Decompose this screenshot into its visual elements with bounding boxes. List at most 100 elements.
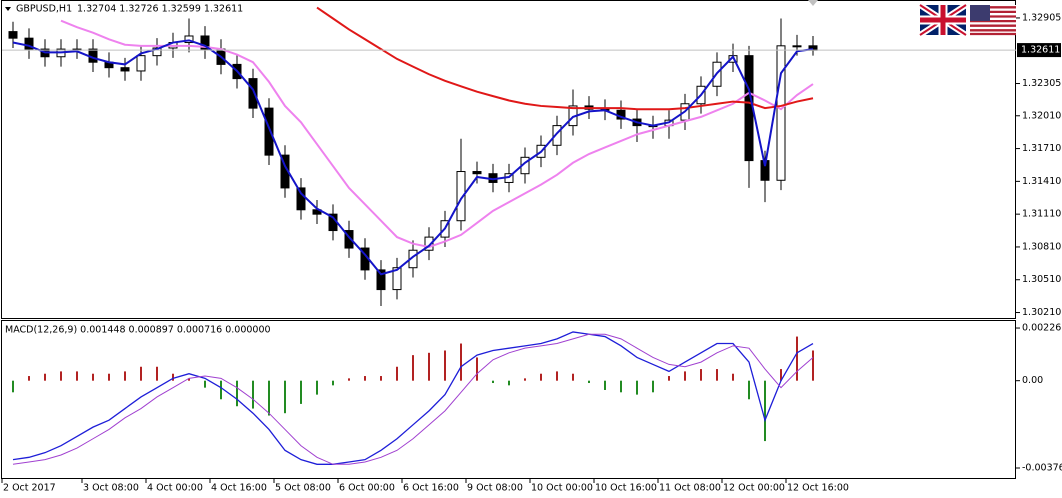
histogram-bar <box>348 378 350 381</box>
x-tick-label: 4 Oct 00:00 <box>147 483 203 494</box>
candle-body <box>424 236 434 251</box>
histogram-bar <box>28 376 30 381</box>
histogram-bar <box>76 371 78 381</box>
histogram-bar <box>636 380 638 395</box>
histogram-bar <box>588 380 590 384</box>
candle-body <box>24 37 34 50</box>
x-tick-label: 12 Oct 16:00 <box>787 483 849 494</box>
indicator-title: MACD(12,26,9) 0.001448 0.000897 0.000716… <box>5 325 271 336</box>
histogram-bar <box>332 380 334 386</box>
macd-pane <box>1 320 1016 479</box>
histogram-bar <box>204 380 206 388</box>
y-tick-label: 1.30510 <box>1022 274 1061 285</box>
histogram-bar <box>716 369 718 381</box>
histogram-bar <box>380 376 382 381</box>
y-tick-label: 1.31410 <box>1022 176 1061 187</box>
histogram-bar <box>508 380 510 386</box>
y-tick-label: 0.00 <box>1022 375 1043 386</box>
x-tick-label: 10 Oct 16:00 <box>595 483 657 494</box>
indicator-line <box>60 19 814 248</box>
quote: 1.32704 1.32726 1.32599 1.32611 <box>77 4 243 15</box>
symbol: GBPUSD,H1 <box>16 4 72 15</box>
y-tick-label: -0.00376 <box>1022 463 1062 474</box>
candle-body <box>744 55 754 162</box>
histogram-bar <box>460 343 462 381</box>
histogram-bar <box>700 369 702 381</box>
candle-body <box>200 35 210 50</box>
histogram-bar <box>284 380 286 414</box>
current-price-box <box>1017 43 1061 58</box>
histogram-bar <box>428 352 430 381</box>
histogram-bar <box>156 366 158 381</box>
candle-body <box>472 171 482 175</box>
histogram-bar <box>60 371 62 381</box>
histogram-bar <box>44 373 46 381</box>
y-tick-label: 1.31110 <box>1022 209 1061 220</box>
candle-body <box>248 78 258 109</box>
histogram-bar <box>220 380 222 400</box>
histogram-bar <box>524 378 526 381</box>
candle-body <box>792 45 802 48</box>
x-tick-label: 11 Oct 08:00 <box>659 483 721 494</box>
y-tick-label: 1.30210 <box>1022 307 1061 318</box>
x-tick-label: 4 Oct 16:00 <box>211 483 267 494</box>
histogram-bar <box>364 376 366 381</box>
histogram-bar <box>780 369 782 381</box>
x-tick-label: 6 Oct 00:00 <box>339 483 395 494</box>
histogram-bar <box>748 380 750 400</box>
candle-body <box>8 31 18 39</box>
histogram-bar <box>684 371 686 381</box>
y-tick-label: 1.30810 <box>1022 241 1061 252</box>
indicator-line <box>12 39 814 276</box>
histogram-bar <box>108 373 110 381</box>
histogram-bar <box>444 350 446 381</box>
histogram-bar <box>572 373 574 381</box>
y-tick-label: 0.002267 <box>1022 323 1062 334</box>
y-tick-label: 1.32305 <box>1022 78 1061 89</box>
candle-body <box>456 171 466 222</box>
histogram-bar <box>172 373 174 381</box>
histogram-bar <box>668 376 670 381</box>
histogram-bar <box>188 378 190 381</box>
histogram-bar <box>492 380 494 384</box>
candle-body <box>552 125 562 146</box>
candle-body <box>136 55 146 72</box>
histogram-bar <box>652 380 654 393</box>
candle-body <box>344 230 354 249</box>
histogram-bar <box>252 380 254 409</box>
histogram-bar <box>476 357 478 381</box>
histogram-bar <box>140 366 142 381</box>
menu-arrow[interactable] <box>5 7 11 11</box>
histogram-bar <box>268 380 270 416</box>
histogram-bar <box>316 380 318 395</box>
x-tick-label: 12 Oct 00:00 <box>723 483 785 494</box>
histogram-bar <box>396 366 398 381</box>
candle-body <box>776 45 786 181</box>
candle-body <box>296 187 306 211</box>
histogram-bar <box>92 373 94 381</box>
y-tick-label: 1.32905 <box>1022 12 1061 23</box>
x-tick-label: 5 Oct 08:00 <box>275 483 331 494</box>
us-flag <box>970 5 1016 36</box>
candle-body <box>120 67 130 72</box>
x-tick-label: 6 Oct 16:00 <box>403 483 459 494</box>
histogram-bar <box>236 380 238 407</box>
uk-flag <box>918 2 968 38</box>
x-tick-label: 9 Oct 08:00 <box>467 483 523 494</box>
candle-body <box>264 107 274 156</box>
histogram-bar <box>556 371 558 381</box>
indicator-line <box>12 331 814 465</box>
histogram-bar <box>124 371 126 381</box>
candle-body <box>152 47 162 57</box>
shift-marker[interactable] <box>808 0 818 6</box>
candle-body <box>184 35 194 44</box>
histogram-bar <box>764 380 766 442</box>
indicator-line <box>316 6 814 111</box>
histogram-bar <box>540 373 542 381</box>
histogram-bar <box>412 355 414 381</box>
x-tick-label: 2 Oct 2017 <box>3 483 56 494</box>
indicator-line <box>12 333 814 465</box>
